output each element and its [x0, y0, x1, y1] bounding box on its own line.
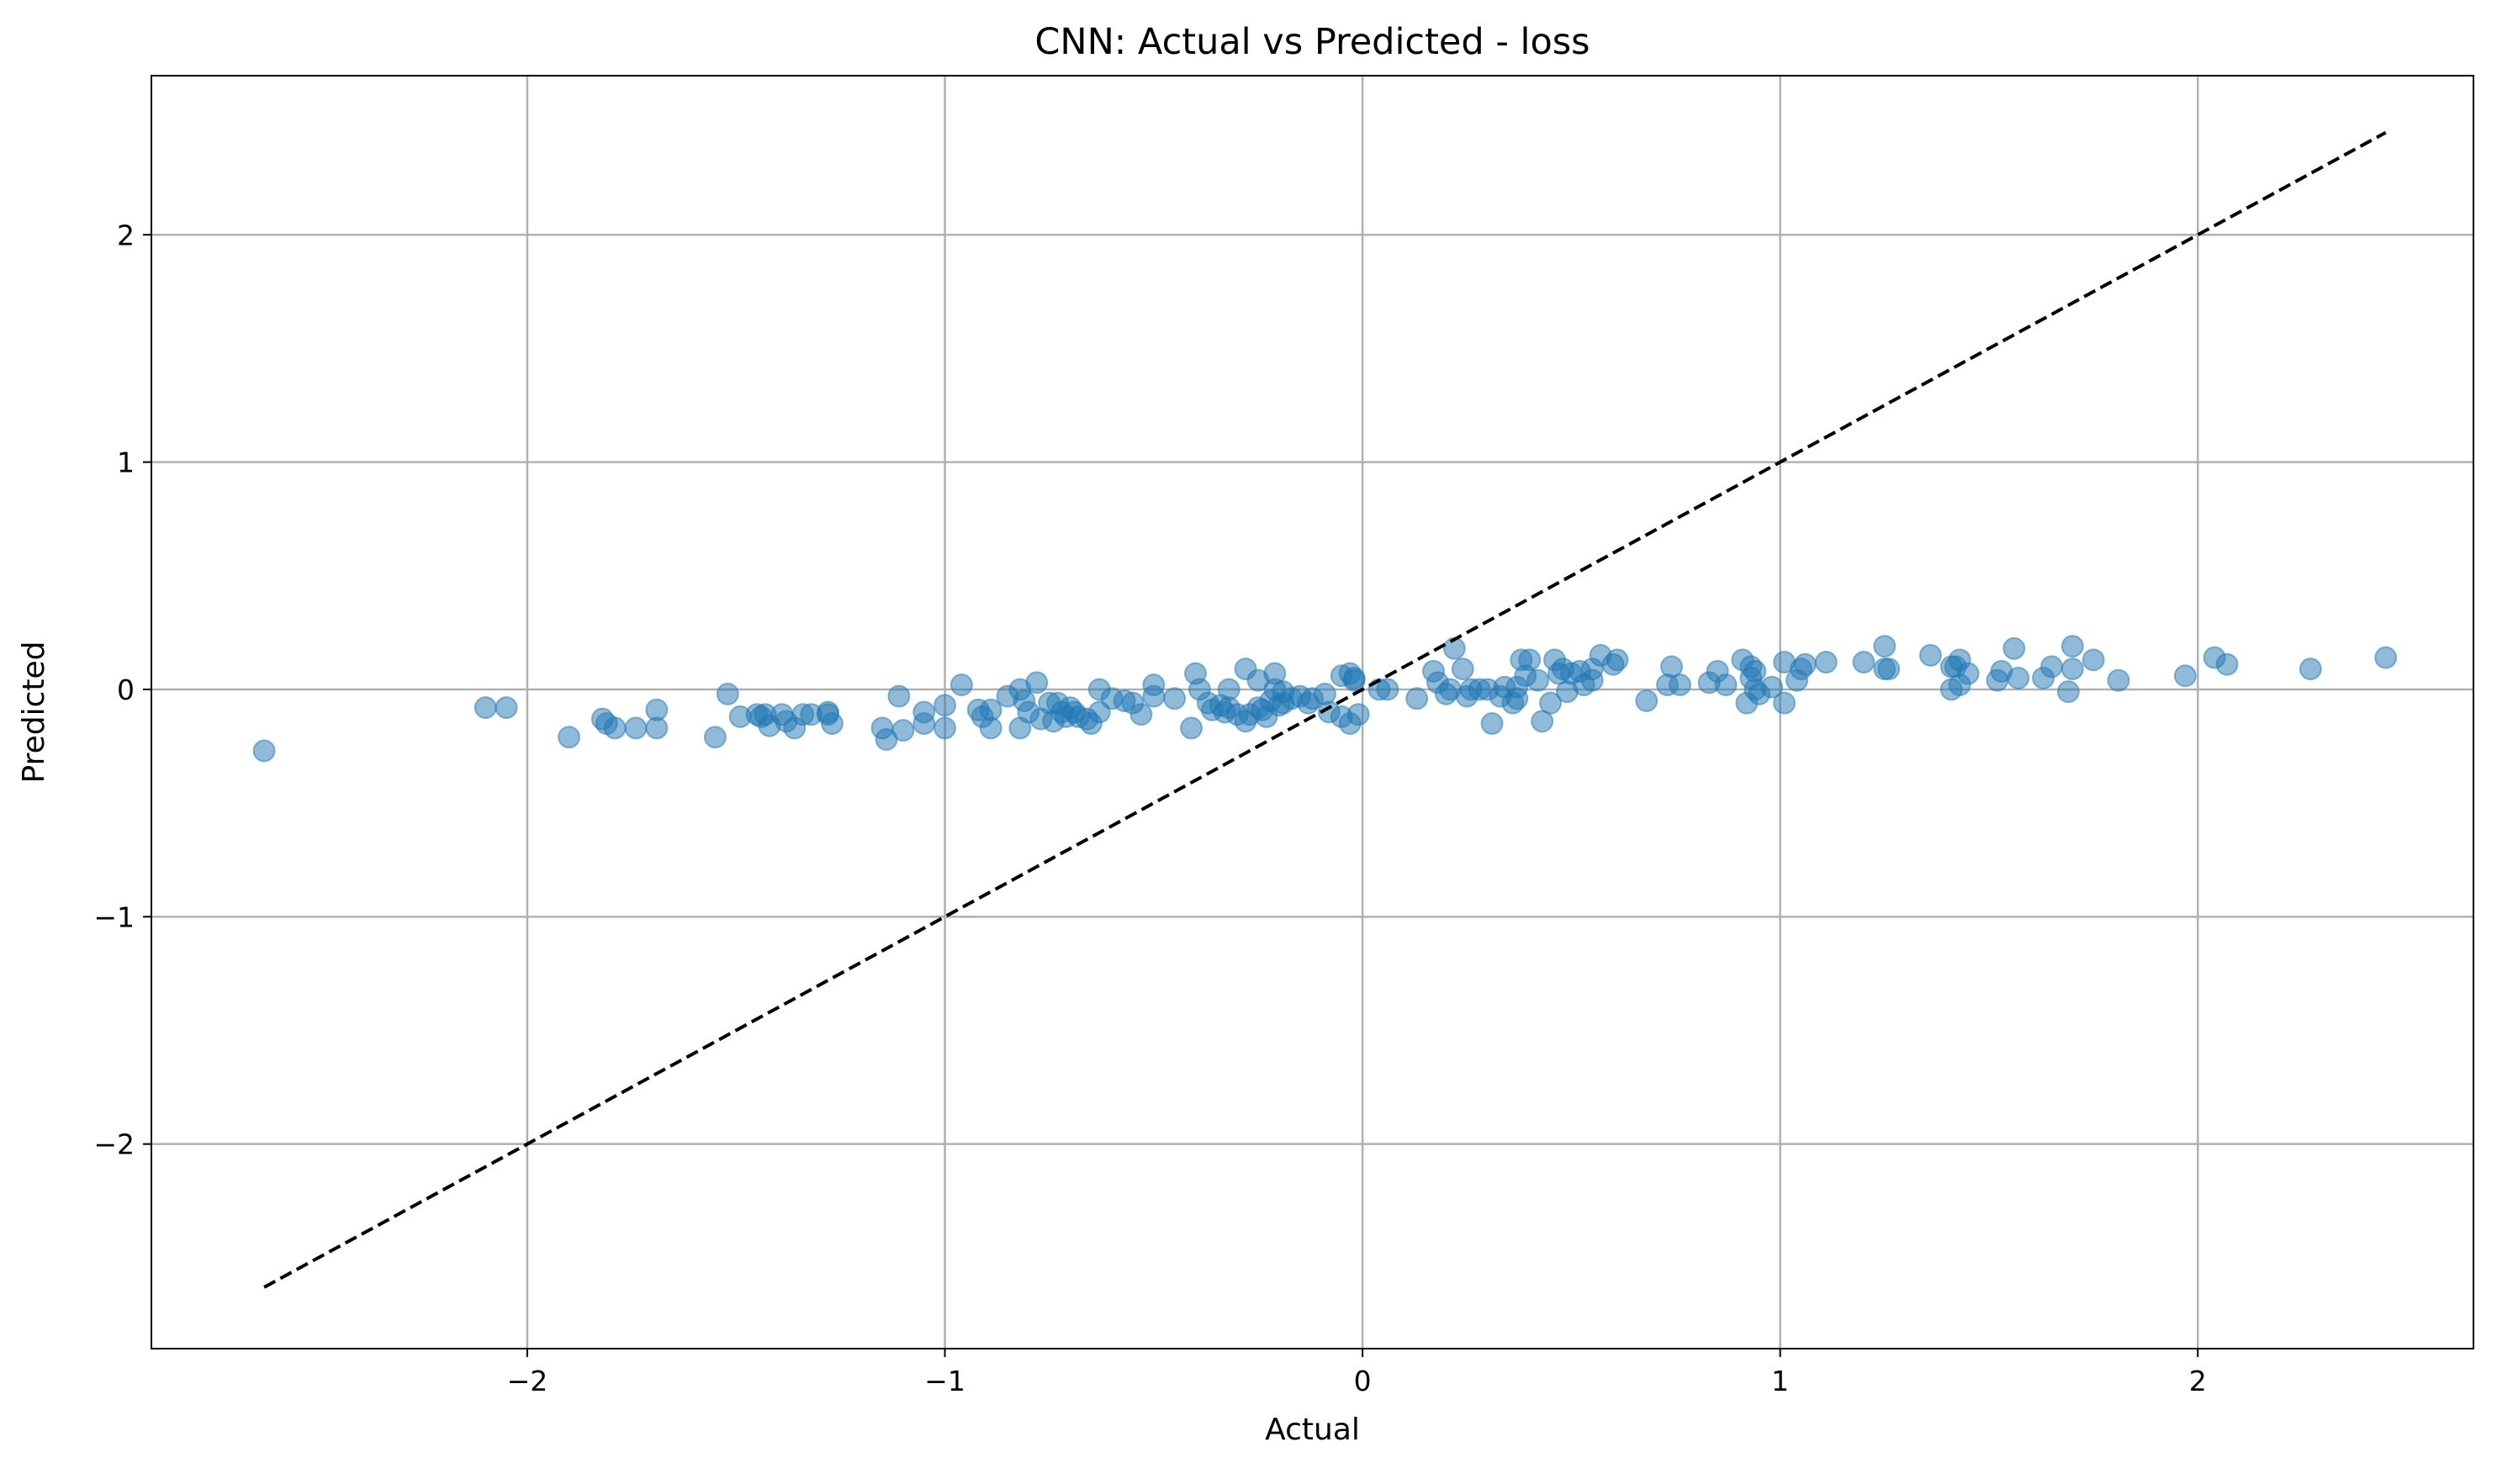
data-point — [1714, 673, 1738, 697]
data-point — [1405, 687, 1429, 710]
data-point — [1518, 648, 1542, 672]
plot-frame — [151, 75, 2474, 1349]
data-point — [1179, 716, 1203, 740]
data-point — [2061, 635, 2084, 658]
data-point — [820, 712, 844, 736]
y-axis-label: Predicted — [17, 642, 51, 784]
plot-area — [151, 75, 2474, 1349]
y-tick-label: 2 — [117, 219, 135, 251]
data-point — [1342, 668, 1366, 692]
data-point — [252, 739, 276, 763]
data-point — [934, 694, 957, 717]
data-point — [1480, 712, 1504, 736]
y-tick-label: 0 — [117, 673, 135, 706]
x-tick-label: 1 — [1771, 1365, 1789, 1397]
data-point — [2374, 646, 2398, 669]
data-point — [603, 716, 627, 740]
data-point — [1793, 652, 1817, 676]
data-point — [1760, 675, 1784, 699]
data-point — [473, 696, 497, 720]
data-point — [1668, 673, 1691, 697]
data-point — [979, 698, 1003, 721]
data-point — [2173, 664, 2197, 688]
data-point — [2007, 666, 2030, 689]
data-point — [1743, 659, 1767, 683]
data-point — [1142, 673, 1166, 697]
data-point — [913, 700, 936, 724]
data-point — [1606, 648, 1629, 672]
x-tick-label: −2 — [507, 1365, 548, 1397]
data-point — [887, 684, 911, 708]
x-axis-label: Actual — [1265, 1413, 1360, 1447]
data-point — [1526, 668, 1550, 692]
data-point — [2215, 652, 2239, 676]
y-axis-ticks: −2 −1 0 1 2 — [93, 219, 151, 1161]
data-point — [495, 696, 518, 720]
data-point — [2039, 655, 2063, 679]
data-point — [624, 716, 648, 740]
data-point — [2082, 648, 2105, 672]
data-point — [950, 673, 973, 697]
y-tick-label: −1 — [93, 900, 135, 933]
data-point — [1635, 689, 1658, 712]
data-point — [558, 726, 581, 749]
x-tick-label: 2 — [2189, 1365, 2207, 1397]
y-tick-label: −2 — [93, 1128, 135, 1161]
data-point — [1025, 671, 1049, 694]
data-point — [2056, 680, 2080, 704]
data-point — [703, 726, 727, 749]
data-point — [645, 698, 669, 721]
x-tick-label: 0 — [1354, 1365, 1372, 1397]
data-point — [1918, 643, 1942, 667]
data-points — [252, 635, 2398, 763]
data-point — [1852, 651, 1875, 674]
x-tick-label: −1 — [924, 1365, 965, 1397]
data-point — [2002, 636, 2026, 660]
data-point — [1163, 687, 1187, 710]
data-point — [1376, 678, 1399, 701]
data-point — [1505, 687, 1529, 710]
data-point — [1451, 658, 1474, 681]
data-point — [716, 682, 739, 705]
chart-title: CNN: Actual vs Predicted - loss — [1034, 21, 1590, 63]
data-point — [2299, 658, 2322, 681]
data-point — [2061, 658, 2084, 681]
data-point — [1129, 703, 1153, 726]
data-point — [934, 716, 957, 740]
data-point — [2107, 668, 2130, 692]
data-point — [1814, 651, 1838, 674]
data-point — [1877, 658, 1901, 681]
data-point — [1873, 635, 1897, 658]
identity-reference-line — [263, 130, 2387, 1289]
data-point — [1956, 662, 1980, 685]
y-tick-label: 1 — [117, 446, 135, 479]
data-point — [891, 719, 915, 742]
data-point — [1773, 691, 1796, 715]
x-axis-ticks: −2 −1 0 1 2 — [507, 1349, 2207, 1397]
data-point — [1217, 678, 1241, 701]
data-point — [1346, 703, 1370, 726]
data-point — [1539, 691, 1563, 715]
